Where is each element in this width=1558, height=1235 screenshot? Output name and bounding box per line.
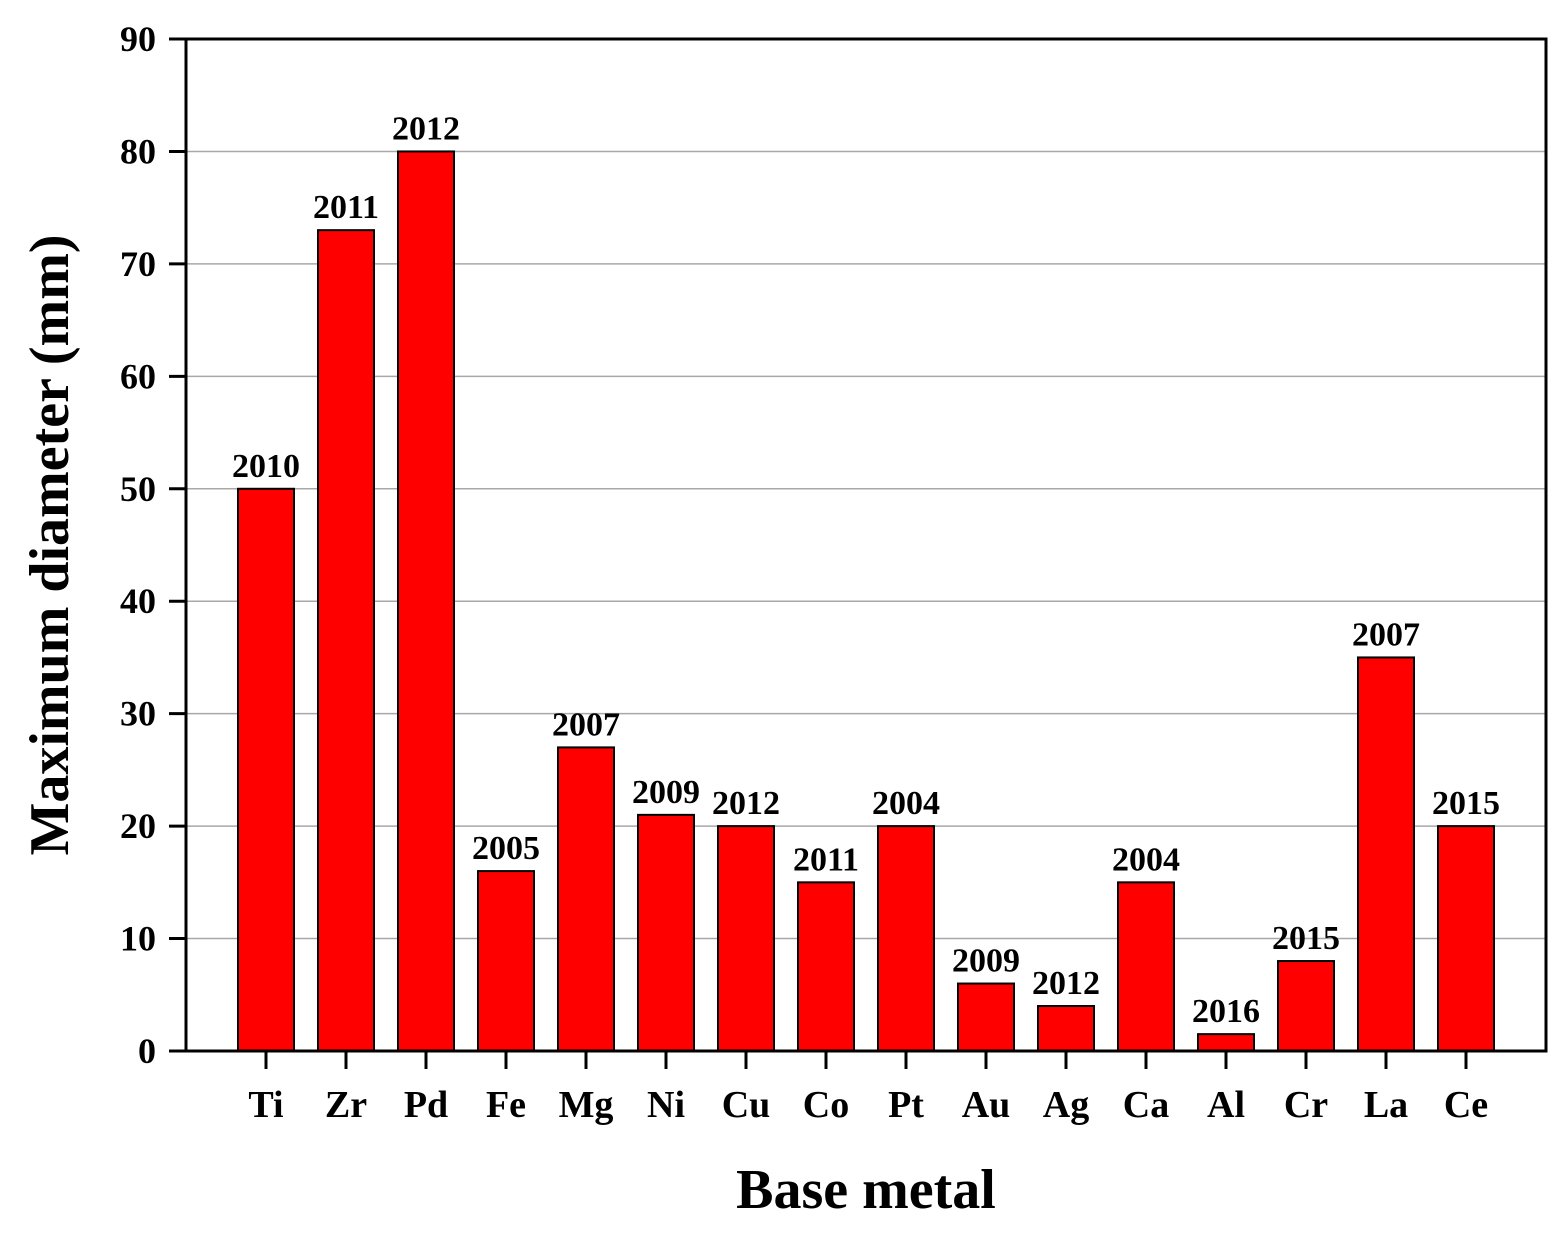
bar-pt <box>877 825 935 1052</box>
x-tick-label-mg: Mg <box>559 1084 614 1126</box>
x-tick-label-ti: Ti <box>248 1084 283 1126</box>
bar-pd <box>397 150 455 1052</box>
data-label-au: 2009 <box>952 943 1020 980</box>
y-tick-label: 30 <box>120 694 156 734</box>
x-tick-label-fe: Fe <box>486 1084 526 1126</box>
y-tick-label: 70 <box>120 244 156 284</box>
bar-ag <box>1037 1005 1095 1052</box>
data-label-ni: 2009 <box>632 774 700 811</box>
data-label-ti: 2010 <box>232 448 300 485</box>
data-label-ca: 2004 <box>1112 841 1180 878</box>
plot-frame <box>184 37 1548 1053</box>
data-label-al: 2016 <box>1192 993 1260 1030</box>
bar-mg <box>557 746 615 1053</box>
data-label-pt: 2004 <box>872 785 940 822</box>
bar-cr <box>1277 960 1335 1052</box>
y-tick-label: 80 <box>120 131 156 171</box>
data-label-ag: 2012 <box>1032 965 1100 1002</box>
y-tick-label: 0 <box>138 1031 156 1071</box>
x-tick-label-zr: Zr <box>325 1084 367 1126</box>
bar-cu <box>717 825 775 1052</box>
data-label-zr: 2011 <box>313 189 379 226</box>
x-tick-label-ca: Ca <box>1123 1084 1169 1126</box>
y-tick-label: 40 <box>120 581 156 621</box>
x-axis-title: Base metal <box>736 1159 996 1221</box>
x-tick-label-ag: Ag <box>1043 1084 1089 1126</box>
y-tick-label: 90 <box>120 19 156 59</box>
x-tick-label-la: La <box>1364 1084 1408 1126</box>
bar-fe <box>477 870 535 1052</box>
x-tick-label-pt: Pt <box>888 1084 924 1126</box>
x-tick-label-au: Au <box>962 1084 1011 1126</box>
x-tick-label-co: Co <box>803 1084 849 1126</box>
gridlines <box>186 150 1546 940</box>
x-tick-label-ce: Ce <box>1444 1084 1488 1126</box>
x-tick-label-pd: Pd <box>404 1084 448 1126</box>
data-label-ce: 2015 <box>1432 785 1500 822</box>
data-label-la: 2007 <box>1352 616 1420 653</box>
y-axis-title: Maximum diameter (mm) <box>19 234 81 855</box>
y-tick-label: 50 <box>120 469 156 509</box>
x-tick-label-cr: Cr <box>1284 1084 1328 1126</box>
data-label-mg: 2007 <box>552 706 620 743</box>
bar-ni <box>637 813 695 1052</box>
labels: 0 10 20 30 40 50 60 70 80 90 2010 Ti 2011 Zr 2012 Pd 200… <box>120 19 1500 1126</box>
bars <box>237 150 1495 1053</box>
data-label-co: 2011 <box>793 841 859 878</box>
data-label-fe: 2005 <box>472 830 540 867</box>
data-label-cr: 2015 <box>1272 920 1340 957</box>
axes <box>184 37 1548 1053</box>
bar-ti <box>237 487 295 1052</box>
bar-la <box>1357 656 1415 1052</box>
bar-ca <box>1117 881 1175 1052</box>
y-tick-label: 10 <box>120 919 156 959</box>
x-tick-label-cu: Cu <box>722 1084 771 1126</box>
bar-au <box>957 982 1015 1052</box>
data-label-pd: 2012 <box>392 110 460 147</box>
bar-ce <box>1437 825 1495 1052</box>
data-label-cu: 2012 <box>712 785 780 822</box>
bar-al <box>1197 1033 1255 1052</box>
bar-co <box>797 881 855 1052</box>
bar-zr <box>317 229 375 1052</box>
ticks <box>169 37 1468 1069</box>
y-tick-label: 60 <box>120 356 156 396</box>
x-tick-label-al: Al <box>1207 1084 1245 1126</box>
x-tick-label-ni: Ni <box>647 1084 685 1126</box>
y-tick-label: 20 <box>120 806 156 846</box>
